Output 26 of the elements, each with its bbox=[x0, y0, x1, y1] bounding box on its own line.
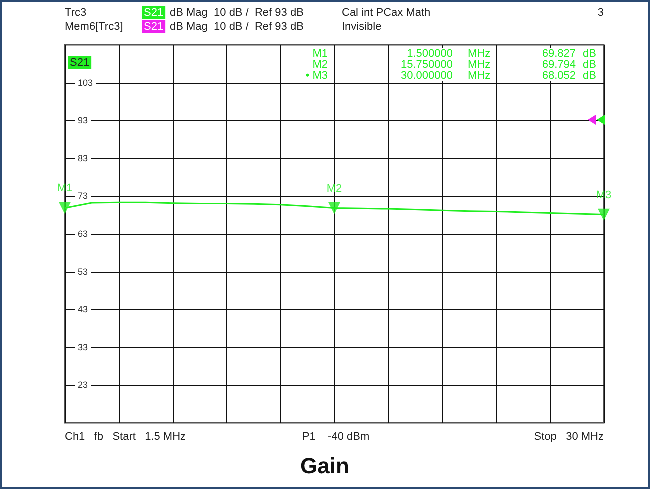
y-tick-label: 43 bbox=[78, 304, 88, 315]
text: dB Mag 10 dB / Ref 93 dB bbox=[170, 7, 304, 19]
text: Ch1 fb Start 1.5 MHz bbox=[65, 431, 186, 443]
text: Cal int PCax Math bbox=[342, 7, 431, 19]
y-tick-label: 53 bbox=[78, 266, 88, 277]
text: Trc3 bbox=[65, 7, 87, 19]
text: S21 bbox=[70, 57, 90, 69]
text: 3 bbox=[598, 7, 604, 19]
y-tick-label: 103 bbox=[78, 78, 94, 88]
text: M1 1.500000 MHz 69.827 dB bbox=[312, 48, 596, 60]
y-tick-label: 23 bbox=[78, 380, 88, 390]
text: dB Mag 10 dB / Ref 93 dB bbox=[170, 21, 304, 33]
text: M2 15.750000 MHz 69.794 dB bbox=[312, 59, 596, 71]
text: P1 -40 dBm bbox=[302, 431, 370, 443]
y-tick-label: 33 bbox=[78, 342, 88, 352]
y-tick-label: 83 bbox=[78, 153, 88, 164]
y-tick-label: 73 bbox=[78, 191, 88, 202]
text: • M3 30.000000 MHz 68.052 dB bbox=[306, 70, 596, 82]
y-tick-label: 93 bbox=[78, 116, 88, 126]
text: Invisible bbox=[342, 21, 382, 33]
text: S21 bbox=[144, 7, 164, 19]
y-tick-label: 63 bbox=[78, 229, 88, 239]
text: S21 bbox=[144, 21, 164, 33]
text: Mem6[Trc3] bbox=[65, 21, 124, 33]
text: Stop 30 MHz bbox=[534, 431, 604, 443]
text: Gain bbox=[300, 454, 350, 478]
